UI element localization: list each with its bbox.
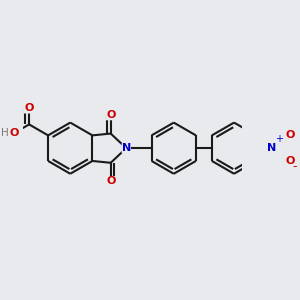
Text: +: +: [275, 134, 283, 144]
Text: O: O: [24, 103, 34, 113]
Text: H: H: [1, 128, 9, 138]
Text: O: O: [285, 130, 295, 140]
Text: O: O: [9, 128, 19, 138]
Text: O: O: [285, 156, 295, 166]
Text: O: O: [106, 110, 116, 120]
Text: -: -: [292, 160, 297, 173]
Text: N: N: [267, 143, 276, 153]
Text: N: N: [122, 143, 131, 153]
Text: O: O: [106, 176, 116, 186]
